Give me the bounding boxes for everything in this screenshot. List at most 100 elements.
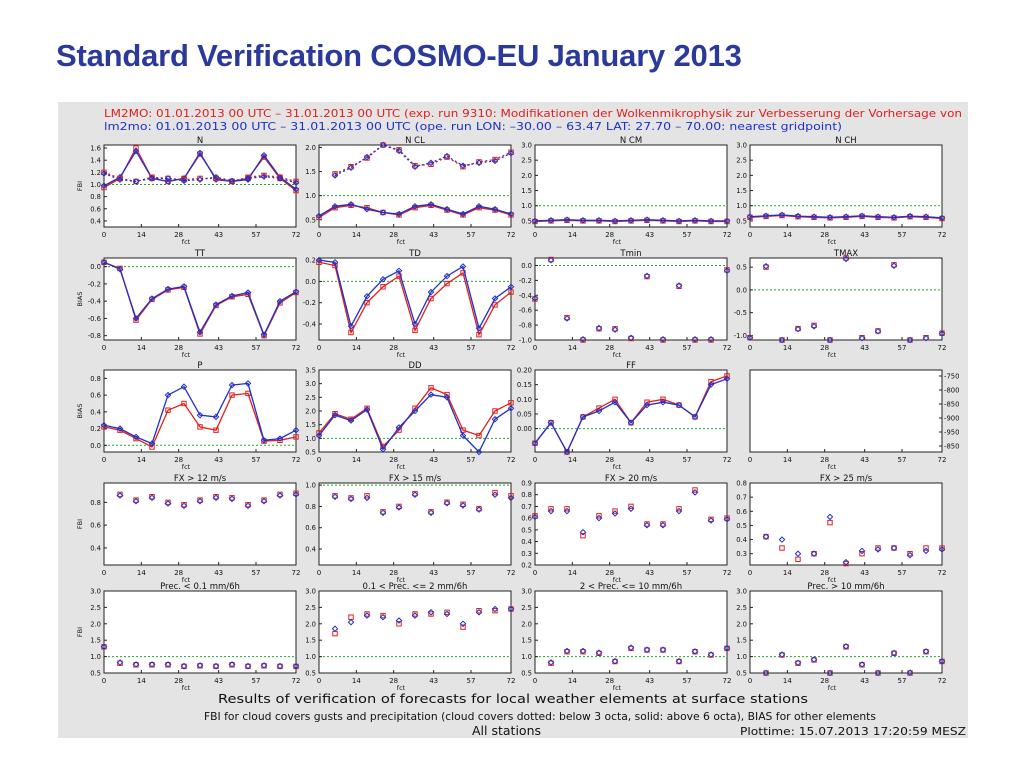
data-point-ope: [810, 550, 818, 558]
data-point-ope: [427, 159, 435, 167]
x-tick-label: 72: [507, 231, 516, 239]
data-point-ope: [395, 424, 403, 431]
data-point-ope: [148, 494, 156, 502]
data-point-ope: [858, 661, 866, 668]
x-axis-label: fct: [828, 684, 837, 692]
data-point-ope: [244, 289, 252, 296]
data-point-ope: [411, 320, 419, 328]
data-point-ope: [707, 335, 715, 343]
series-line-ope: [534, 219, 727, 222]
data-point-ope: [547, 419, 555, 427]
x-axis-label: fct: [613, 684, 622, 692]
series-line-ope: [103, 149, 297, 190]
data-point-ope: [906, 336, 914, 344]
x-tick-label: 14: [783, 677, 792, 685]
data-point-ope: [395, 504, 403, 511]
y-tick-label: 1.0: [305, 482, 316, 490]
x-tick-label: 0: [748, 677, 752, 685]
data-point-ope: [212, 173, 220, 181]
data-point-ope: [794, 550, 802, 558]
data-point-ope: [164, 391, 172, 399]
y-tick-label: 1.5: [736, 637, 747, 645]
data-point-exp: [101, 169, 107, 175]
data-point-exp: [444, 609, 450, 616]
panel-frame: [318, 482, 512, 566]
data-point-ope: [427, 509, 435, 517]
y-tick-label: -0.2: [88, 280, 101, 288]
data-point-ope: [611, 510, 619, 517]
x-axis-label: fct: [397, 576, 406, 584]
x-tick-label: 28: [174, 456, 183, 464]
data-point-ope: [196, 662, 204, 669]
data-point-ope: [906, 551, 914, 559]
data-point-exp: [293, 178, 299, 185]
data-point-exp: [261, 172, 267, 179]
y-tick-label: 0.5: [305, 449, 316, 457]
y-tick-label: 0.2: [521, 562, 532, 570]
data-point-ope: [874, 327, 882, 335]
x-tick-label: 0: [102, 569, 106, 577]
data-point-ope: [260, 497, 268, 505]
x-tick-label: 72: [723, 569, 732, 577]
x-tick-label: 72: [938, 231, 947, 239]
x-tick-label: 72: [938, 677, 947, 685]
data-point-exp: [548, 506, 554, 512]
data-point-ope: [579, 216, 587, 224]
data-point-ope: [379, 141, 387, 149]
x-tick-label: 57: [683, 569, 692, 577]
y-tick-label: 1.5: [305, 421, 316, 429]
x-axis-label: fct: [397, 238, 406, 246]
data-point-ope: [675, 401, 683, 409]
data-point-ope: [627, 505, 635, 513]
x-tick-label: 43: [214, 569, 223, 577]
data-point-ope: [611, 398, 619, 406]
panel-4: TT 0 14 28 43 57 72 fct -0.8 -0.6 -0.4 -0.2 0.0 BIAS: [76, 249, 300, 359]
data-point-ope: [491, 415, 499, 423]
x-tick-label: 43: [645, 231, 654, 239]
x-tick-label: 57: [898, 456, 907, 464]
data-point-ope: [675, 657, 683, 665]
data-point-ope: [443, 152, 451, 160]
data-point-exp: [197, 175, 203, 182]
series-line-ope: [534, 378, 728, 454]
x-tick-label: 72: [723, 677, 732, 685]
data-point-ope: [842, 213, 850, 221]
data-point-ope: [723, 515, 731, 523]
footer-line-2: FBI for cloud covers gusts and precipita…: [204, 711, 876, 723]
data-point-ope: [395, 210, 403, 218]
x-tick-label: 72: [292, 231, 301, 239]
y-tick-label: -0.4: [519, 292, 532, 300]
panel-title: 0.1 < Prec. <= 2 mm/6h: [363, 582, 468, 592]
series-line-ope: [318, 259, 512, 331]
x-axis-label: fct: [613, 576, 622, 584]
data-point-ope: [228, 292, 236, 300]
data-point-ope: [212, 662, 220, 670]
data-point-ope: [427, 200, 435, 208]
data-point-ope: [443, 610, 451, 618]
data-point-exp: [596, 513, 602, 519]
data-point-ope: [132, 315, 140, 322]
data-point-exp: [213, 175, 219, 182]
y-tick-label: 2.5: [736, 604, 747, 612]
data-point-ope: [443, 499, 451, 507]
data-point-ope: [778, 651, 786, 658]
x-tick-label: 0: [317, 456, 321, 464]
data-point-ope: [595, 216, 603, 224]
data-point-ope: [874, 213, 882, 221]
x-tick-label: 72: [507, 677, 516, 685]
data-point-ope: [331, 202, 339, 210]
panel-frame: [534, 590, 728, 674]
y-tick-label: 0.8: [90, 193, 101, 201]
data-point-exp: [245, 174, 251, 180]
data-point-ope: [331, 258, 339, 266]
x-tick-label: 14: [352, 569, 361, 577]
x-tick-label: 43: [645, 677, 654, 685]
x-tick-label: 57: [898, 231, 907, 239]
data-point-ope: [347, 417, 355, 424]
y-tick-label: 1.6: [90, 145, 101, 153]
y-tick-label: 0.6: [305, 524, 316, 532]
panel-16: Prec. < 0.1 mm/6h 0 14 28 43 57 72 fct 0.5 1.0 1.5…: [76, 582, 300, 692]
data-point-exp: [724, 373, 730, 379]
x-tick-label: 43: [429, 569, 438, 577]
data-point-ope: [858, 547, 866, 555]
